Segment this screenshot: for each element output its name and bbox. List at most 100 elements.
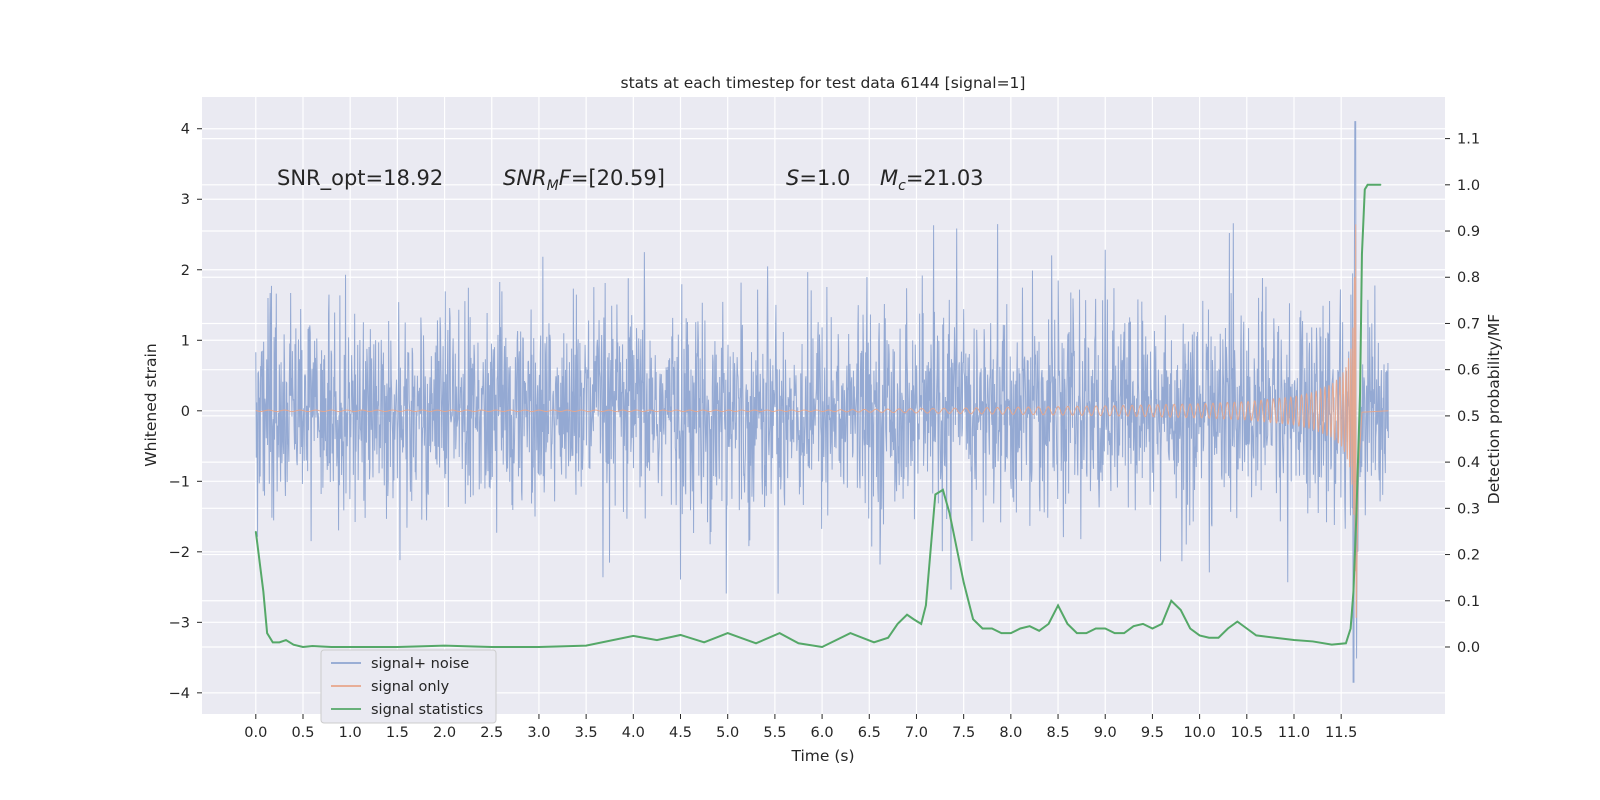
point-signal-statistics: [942, 489, 944, 491]
point-signal-statistics: [1352, 590, 1355, 593]
point-signal-statistics: [1142, 623, 1144, 625]
y-tick-label: −3: [169, 615, 190, 631]
point-signal-statistics: [1367, 184, 1369, 186]
point-signal-statistics: [972, 618, 974, 620]
point-signal-statistics: [1085, 632, 1087, 634]
point-signal-statistics: [272, 641, 274, 643]
point-signal-statistics: [1380, 184, 1382, 186]
point-signal-statistics: [396, 646, 398, 648]
point-signal-statistics: [679, 634, 682, 636]
point-signal-statistics: [1066, 623, 1069, 625]
x-tick-label: 1.5: [386, 725, 409, 741]
point-signal-statistics: [311, 645, 314, 647]
legend-box: [320, 649, 497, 724]
x-tick-label: 11.5: [1325, 725, 1357, 741]
x-tick-label: 2.5: [480, 725, 503, 741]
point-signal-statistics: [266, 632, 268, 634]
x-tick-label: 9.0: [1094, 725, 1117, 741]
point-signal-statistics: [1161, 623, 1163, 625]
y-tick-label: 1: [181, 333, 190, 349]
point-signal-statistics: [1019, 627, 1021, 630]
y2-tick-label: 0.8: [1457, 270, 1480, 286]
point-signal-statistics: [755, 642, 757, 644]
point-signal-statistics: [278, 641, 280, 643]
point-signal-statistics: [1038, 630, 1040, 632]
y-tick-label: 4: [181, 122, 190, 138]
legend-label-signal-plus-noise: signal+ noise: [371, 656, 469, 672]
point-signal-statistics: [1359, 392, 1361, 394]
series-signal-plus-noise: [255, 121, 1389, 683]
point-signal-statistics: [920, 623, 922, 625]
y2-tick-label: 0.2: [1457, 548, 1480, 564]
point-signal-statistics: [656, 639, 658, 641]
x-tick-label: 4.0: [622, 725, 645, 741]
point-signal-statistics: [906, 614, 908, 616]
x-tick-label: 0.0: [244, 725, 267, 741]
annotation-0: SNR_opt=18.92: [277, 166, 443, 191]
point-signal-statistics: [443, 645, 446, 647]
point-signal-statistics: [1095, 627, 1097, 630]
point-signal-statistics: [1208, 637, 1210, 639]
annotation-2: S=1.0: [786, 166, 850, 190]
x-tick-label: 7.5: [952, 725, 975, 741]
point-signal-statistics: [1104, 627, 1106, 630]
grid: [202, 97, 1445, 714]
point-signal-statistics: [255, 530, 257, 533]
point-signal-statistics: [1246, 627, 1248, 630]
point-signal-statistics: [779, 632, 781, 634]
point-signal-statistics: [1189, 627, 1191, 630]
y2-tick-label: 1.0: [1457, 178, 1480, 194]
point-signal-statistics: [330, 646, 332, 648]
line-signal-plus-noise: [255, 121, 1389, 683]
y-axis-title: Whitened strain: [142, 343, 160, 466]
x-tick-label: 10.5: [1231, 725, 1263, 741]
annotation-1: SNRMF=[20.59]: [503, 166, 665, 194]
point-signal-statistics: [887, 637, 889, 639]
y2-tick-label: 0.7: [1457, 316, 1480, 332]
y-tick-label: −1: [169, 474, 190, 490]
chart-title: stats at each timestep for test data 614…: [621, 74, 1026, 92]
point-signal-statistics: [1151, 627, 1154, 630]
x-tick-label: 5.5: [763, 725, 786, 741]
x-tick-label: 3.0: [527, 725, 550, 741]
point-signal-statistics: [491, 646, 493, 648]
series-signal-statistics: [254, 183, 1382, 649]
point-signal-statistics: [1114, 632, 1116, 634]
point-signal-statistics: [1057, 604, 1059, 606]
legend: signal+ noise signal only signal statist…: [320, 649, 497, 724]
x-tick-label: 7.0: [905, 725, 928, 741]
point-signal-statistics: [849, 632, 852, 634]
point-signal-statistics: [1350, 627, 1352, 630]
point-signal-statistics: [981, 627, 984, 630]
point-signal-statistics: [1236, 620, 1238, 623]
y-tick-label: −4: [169, 686, 190, 702]
point-signal-statistics: [1123, 632, 1125, 634]
point-signal-statistics: [1132, 625, 1135, 627]
x-tick-label: 9.5: [1141, 725, 1164, 741]
point-signal-statistics: [1010, 632, 1012, 634]
point-signal-statistics: [1076, 632, 1078, 634]
y2-tick-label: 0.3: [1457, 501, 1480, 517]
point-signal-statistics: [934, 493, 936, 496]
point-signal-statistics: [1355, 516, 1357, 519]
point-signal-statistics: [1199, 634, 1201, 637]
y2-tick-label: 0.6: [1457, 363, 1480, 379]
y2-tick-label: 0.5: [1457, 409, 1480, 425]
point-signal-statistics: [1364, 188, 1366, 191]
y2-axis-title: Detection probability/MF: [1485, 314, 1503, 505]
x-tick-label: 8.0: [999, 725, 1022, 741]
point-signal-statistics: [963, 581, 965, 583]
point-signal-statistics: [797, 642, 800, 644]
point-signal-statistics: [292, 644, 295, 646]
y2-tick-label: 0.1: [1457, 594, 1480, 610]
y2-tick-label: 0.9: [1457, 224, 1480, 240]
point-signal-statistics: [1374, 184, 1376, 186]
x-tick-label: 0.5: [291, 725, 314, 741]
annotations: SNR_opt=18.92 SNRMF=[20.59] S=1.0 Mc=21.03: [277, 166, 984, 194]
point-signal-statistics: [1361, 253, 1363, 255]
x-tick-label: 8.5: [1047, 725, 1070, 741]
x-axis-title: Time (s): [790, 747, 854, 765]
x-tick-label: 5.0: [716, 725, 739, 741]
y-tick-label: 3: [181, 192, 190, 208]
point-signal-statistics: [1274, 637, 1276, 639]
